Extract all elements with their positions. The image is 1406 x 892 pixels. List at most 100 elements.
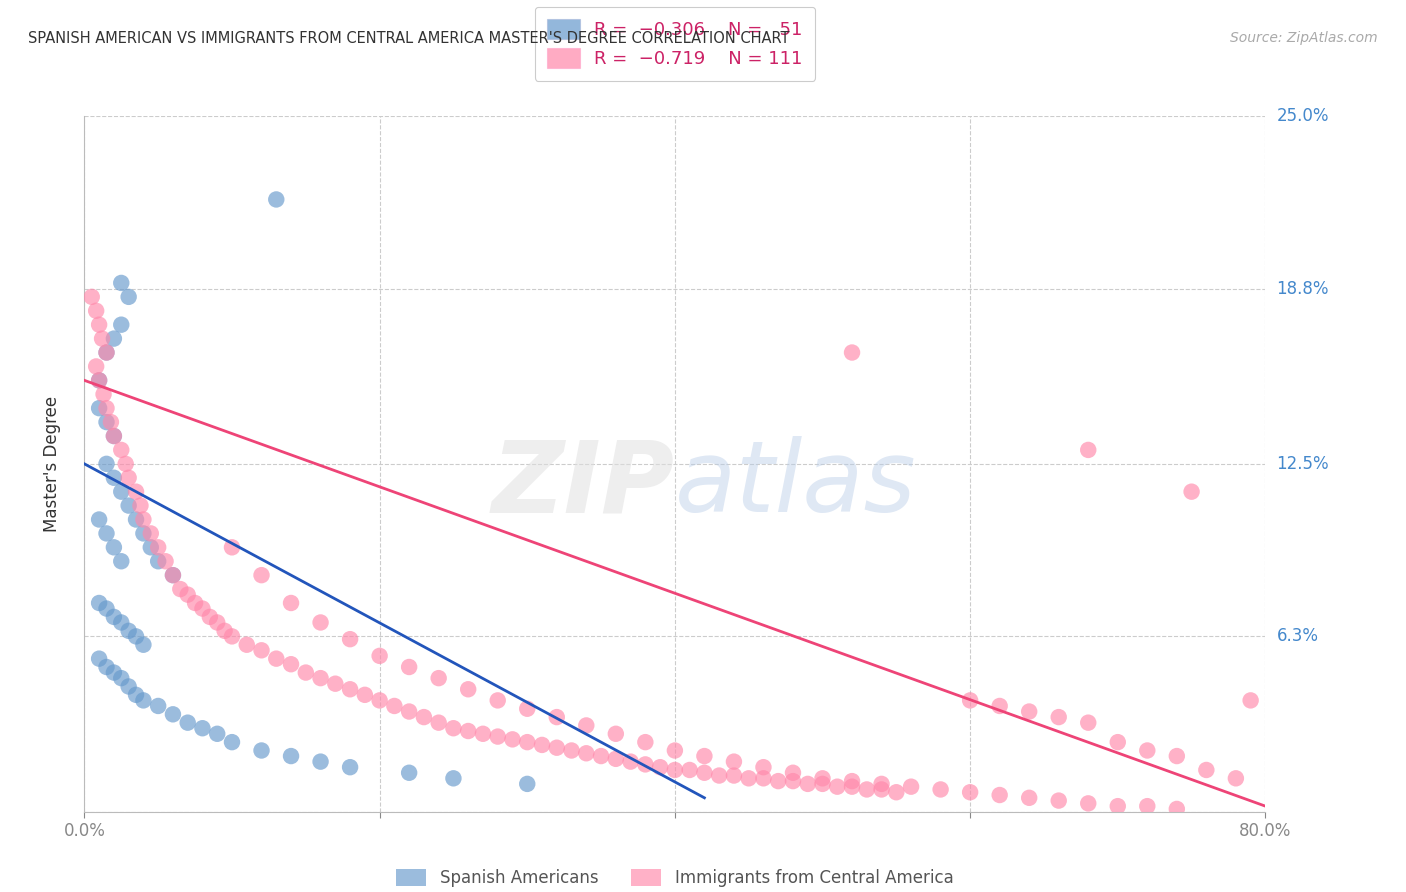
Point: [457, 724, 479, 739]
Point: [110, 554, 132, 568]
Point: [87, 318, 111, 332]
Point: [486, 730, 509, 744]
Point: [398, 765, 420, 780]
Point: [841, 780, 863, 794]
Point: [619, 755, 641, 769]
Point: [339, 632, 361, 647]
Point: [870, 782, 893, 797]
Point: [84, 359, 107, 374]
Point: [280, 749, 302, 764]
Point: [560, 743, 583, 757]
Point: [87, 596, 111, 610]
Point: [752, 772, 775, 786]
Point: [132, 526, 155, 541]
Text: 12.5%: 12.5%: [1277, 455, 1329, 473]
Legend: Spanish Americans, Immigrants from Central America: Spanish Americans, Immigrants from Centr…: [389, 863, 960, 892]
Point: [235, 638, 259, 652]
Point: [162, 707, 184, 722]
Point: [693, 749, 716, 764]
Point: [110, 615, 132, 630]
Point: [103, 610, 125, 624]
Point: [1136, 743, 1159, 757]
Point: [280, 596, 302, 610]
Point: [184, 596, 207, 610]
Point: [900, 780, 922, 794]
Point: [132, 512, 155, 526]
Point: [1166, 749, 1188, 764]
Point: [264, 651, 288, 665]
Point: [486, 693, 509, 707]
Point: [110, 276, 132, 290]
Point: [125, 512, 148, 526]
Point: [96, 526, 118, 541]
Point: [959, 785, 981, 799]
Point: [1047, 710, 1070, 724]
Point: [782, 774, 804, 789]
Point: [575, 718, 598, 732]
Point: [413, 710, 436, 724]
Point: [339, 682, 361, 697]
Text: 6.3%: 6.3%: [1277, 627, 1319, 646]
Point: [1047, 794, 1070, 808]
Point: [472, 727, 495, 741]
Point: [516, 735, 538, 749]
Point: [87, 512, 111, 526]
Point: [309, 615, 332, 630]
Point: [1018, 705, 1040, 719]
Point: [959, 693, 981, 707]
Point: [427, 671, 450, 685]
Point: [205, 615, 228, 630]
Point: [368, 693, 391, 707]
Point: [84, 303, 107, 318]
Text: SPANISH AMERICAN VS IMMIGRANTS FROM CENTRAL AMERICA MASTER'S DEGREE CORRELATION : SPANISH AMERICAN VS IMMIGRANTS FROM CENT…: [28, 31, 790, 46]
Point: [693, 765, 716, 780]
Point: [841, 345, 863, 359]
Point: [96, 345, 118, 359]
Point: [118, 499, 141, 513]
Point: [678, 763, 700, 777]
Point: [309, 671, 332, 685]
Point: [103, 332, 125, 346]
Point: [605, 752, 627, 766]
Point: [139, 541, 162, 555]
Point: [664, 743, 686, 757]
Point: [110, 671, 132, 685]
Point: [988, 698, 1011, 713]
Point: [855, 782, 877, 797]
Point: [264, 193, 288, 207]
Point: [811, 777, 834, 791]
Text: 18.8%: 18.8%: [1277, 279, 1329, 298]
Point: [91, 332, 114, 346]
Point: [605, 727, 627, 741]
Point: [80, 290, 103, 304]
Point: [1107, 735, 1129, 749]
Point: [516, 777, 538, 791]
Point: [546, 710, 568, 724]
Point: [827, 780, 849, 794]
Point: [634, 757, 657, 772]
Point: [148, 541, 170, 555]
Point: [96, 415, 118, 429]
Point: [96, 401, 118, 416]
Point: [575, 746, 598, 760]
Point: [1018, 790, 1040, 805]
Point: [723, 755, 745, 769]
Point: [118, 471, 141, 485]
Point: [1225, 772, 1247, 786]
Point: [516, 702, 538, 716]
Point: [309, 755, 332, 769]
Point: [886, 785, 908, 799]
Point: [100, 415, 122, 429]
Point: [752, 760, 775, 774]
Point: [148, 554, 170, 568]
Point: [1107, 799, 1129, 814]
Point: [177, 588, 200, 602]
Point: [280, 657, 302, 672]
Point: [768, 774, 790, 789]
Point: [177, 715, 200, 730]
Point: [110, 442, 132, 457]
Point: [96, 457, 118, 471]
Point: [457, 682, 479, 697]
Point: [441, 721, 464, 735]
Point: [132, 693, 155, 707]
